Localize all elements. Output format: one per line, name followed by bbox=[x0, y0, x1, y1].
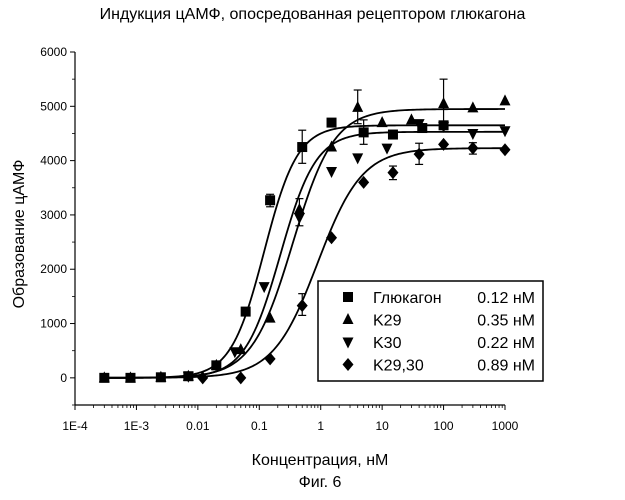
legend-marker-3 bbox=[342, 337, 354, 349]
data-point-series-1 bbox=[240, 306, 251, 317]
y-tick-label: 1000 bbox=[40, 317, 67, 331]
data-point-series-4 bbox=[326, 231, 338, 245]
legend-marker-4 bbox=[342, 358, 354, 371]
data-point-series-2 bbox=[98, 371, 110, 383]
y-tick-label: 6000 bbox=[40, 45, 67, 59]
data-point-series-4 bbox=[296, 299, 308, 313]
data-point-series-2 bbox=[124, 371, 136, 383]
data-point-series-2 bbox=[352, 100, 364, 112]
data-point-series-3 bbox=[352, 153, 364, 165]
data-point-series-3 bbox=[438, 121, 450, 133]
legend-ec50: 0.89 нМ bbox=[477, 358, 535, 375]
data-point-series-3 bbox=[258, 282, 270, 294]
data-point-series-4 bbox=[387, 166, 399, 180]
data-point-series-4 bbox=[235, 371, 247, 385]
data-point-series-4 bbox=[499, 143, 511, 157]
y-tick-label: 4000 bbox=[40, 154, 67, 168]
data-point-series-3 bbox=[182, 371, 194, 383]
data-point-series-2 bbox=[405, 113, 417, 125]
data-point-series-4 bbox=[413, 147, 425, 161]
data-point-series-2 bbox=[467, 101, 479, 113]
data-point-series-2 bbox=[293, 202, 305, 214]
data-point-series-2 bbox=[264, 311, 276, 323]
legend-series-name: Глюкагон bbox=[373, 290, 442, 307]
legend-marker-2 bbox=[342, 313, 354, 324]
y-tick-label: 2000 bbox=[40, 262, 67, 276]
data-point-series-1 bbox=[265, 195, 276, 206]
data-point-series-1 bbox=[417, 123, 428, 134]
data-point-series-2 bbox=[376, 116, 388, 128]
data-point-series-1 bbox=[326, 117, 337, 128]
data-point-series-2 bbox=[155, 370, 167, 382]
data-point-series-2 bbox=[326, 140, 338, 152]
figure-caption: Фиг. 6 bbox=[298, 474, 342, 491]
x-axis-label: Концентрация, нМ bbox=[251, 452, 389, 469]
y-tick-label: 0 bbox=[60, 371, 67, 385]
data-point-series-4 bbox=[197, 371, 209, 385]
x-tick-label: 1E-4 bbox=[62, 419, 88, 433]
x-tick-label: 100 bbox=[434, 419, 454, 433]
data-point-series-3 bbox=[229, 347, 241, 359]
data-point-series-3 bbox=[293, 213, 305, 225]
data-point-series-1 bbox=[387, 129, 398, 140]
data-point-series-3 bbox=[326, 166, 338, 178]
y-tick-label: 5000 bbox=[40, 99, 67, 113]
y-axis-label: Образование цАМФ bbox=[11, 159, 28, 309]
data-point-series-3 bbox=[499, 126, 511, 138]
data-point-series-2 bbox=[499, 94, 511, 106]
data-point-series-2 bbox=[210, 358, 222, 370]
x-tick-label: 1000 bbox=[492, 419, 519, 433]
data-point-series-4 bbox=[438, 137, 450, 151]
x-tick-label: 1E-3 bbox=[124, 419, 150, 433]
x-tick-label: 10 bbox=[375, 419, 389, 433]
data-point-series-4 bbox=[467, 141, 479, 155]
legend-ec50: 0.35 нМ bbox=[477, 313, 535, 330]
legend-marker-1 bbox=[343, 292, 353, 302]
data-point-series-3 bbox=[413, 119, 425, 131]
data-point-series-3 bbox=[467, 128, 479, 140]
y-tick-label: 3000 bbox=[40, 208, 67, 222]
legend-series-name: K29 bbox=[373, 313, 402, 330]
legend-ec50: 0.22 нМ bbox=[477, 335, 535, 352]
legend-series-name: K30 bbox=[373, 335, 402, 352]
data-point-series-3 bbox=[381, 143, 393, 155]
data-point-series-1 bbox=[358, 127, 369, 138]
data-point-series-2 bbox=[438, 97, 450, 109]
legend-ec50: 0.12 нМ bbox=[477, 290, 535, 307]
data-point-series-4 bbox=[264, 352, 276, 366]
data-point-series-1 bbox=[297, 142, 308, 153]
legend-box bbox=[317, 280, 544, 382]
legend-series-name: K29,30 bbox=[373, 358, 424, 375]
x-tick-label: 1 bbox=[317, 419, 324, 433]
x-tick-label: 0.1 bbox=[251, 419, 268, 433]
x-tick-label: 0.01 bbox=[186, 419, 210, 433]
chart-title: Индукция цАМФ, опосредованная рецептором… bbox=[99, 6, 526, 23]
data-point-series-4 bbox=[358, 175, 370, 189]
fit-curve-4 bbox=[104, 147, 506, 379]
